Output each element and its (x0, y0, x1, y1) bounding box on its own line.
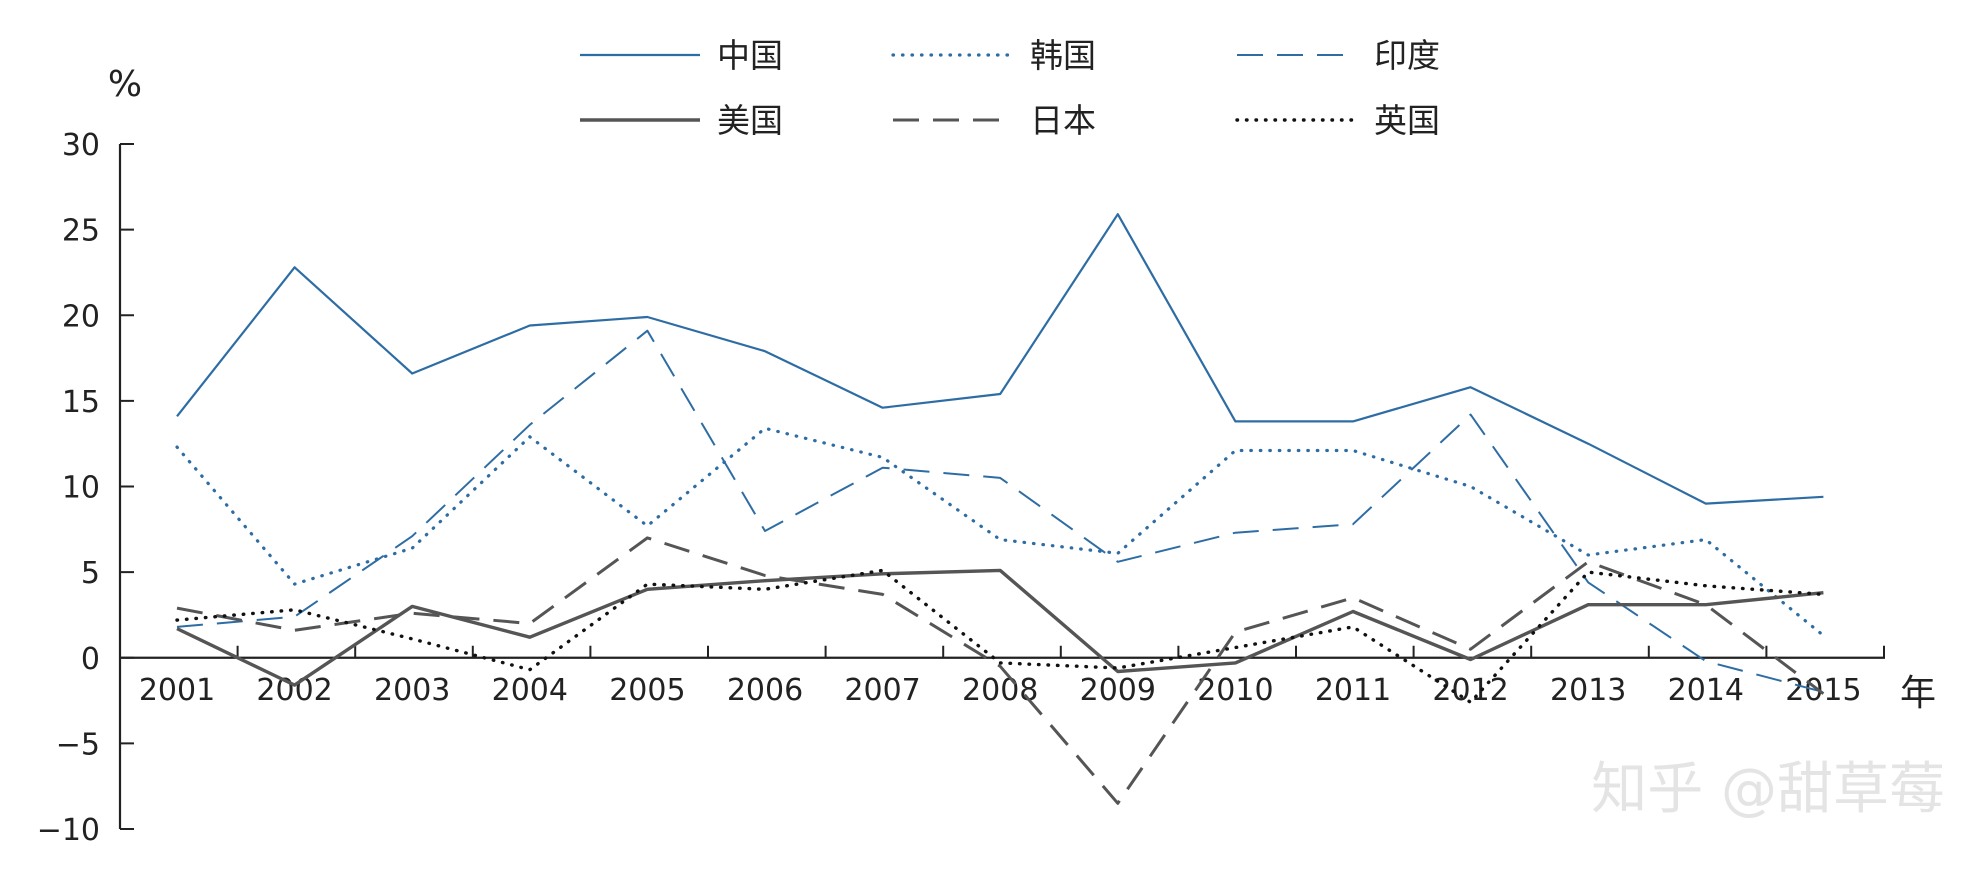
y-tick-label: 10 (62, 471, 100, 506)
series-line-3 (176, 568, 1824, 687)
x-tick-label: 2002 (256, 673, 332, 708)
axes: −10 −5 0 5 10 15 20 25 30 2001 2002 2003 2004 2005 200… (37, 128, 1885, 848)
x-tick-label: 2008 (962, 673, 1038, 708)
legend-label-1: 韩国 (1030, 36, 1096, 75)
x-tick-label: 2009 (1080, 673, 1156, 708)
x-tick-label: 2014 (1668, 673, 1744, 708)
x-tick-label: 2006 (727, 673, 803, 708)
x-tick-label: 2004 (492, 673, 568, 708)
series-line-2 (176, 329, 1824, 693)
x-tick-label: 2007 (844, 673, 920, 708)
x-tick-label: 2001 (139, 673, 215, 708)
watermark-text: 知乎 @甜草莓 (1591, 757, 1945, 822)
series-layer (175, 213, 1826, 805)
y-tick-label: 5 (81, 556, 100, 591)
y-tick-label: 30 (62, 128, 100, 163)
legend-label-5: 英国 (1374, 101, 1440, 140)
y-tick-label: −10 (37, 813, 100, 848)
x-tick-label: 2003 (374, 673, 450, 708)
series-line-5 (175, 568, 1826, 704)
x-tick-label: 2005 (609, 673, 685, 708)
y-tick-label: 20 (62, 299, 100, 334)
legend-label-3: 美国 (717, 101, 783, 140)
y-tick-label: −5 (56, 727, 100, 762)
y-unit-label: % (108, 64, 142, 105)
y-tick-label: 15 (62, 385, 100, 420)
legend-label-0: 中国 (717, 36, 783, 75)
y-tick-label: 0 (81, 642, 100, 677)
series-line-0 (176, 213, 1824, 505)
x-tick-label: 2010 (1197, 673, 1273, 708)
x-tick-label: 2015 (1785, 673, 1861, 708)
series-line-4 (176, 536, 1825, 805)
x-tick-label: 2013 (1550, 673, 1626, 708)
legend-label-4: 日本 (1030, 101, 1096, 140)
x-tick-label: 2011 (1315, 673, 1391, 708)
x-unit-label: 年 (1900, 673, 1936, 714)
legend-label-2: 印度 (1374, 36, 1440, 75)
y-tick-label: 25 (62, 214, 100, 249)
series-line-1 (175, 426, 1826, 638)
